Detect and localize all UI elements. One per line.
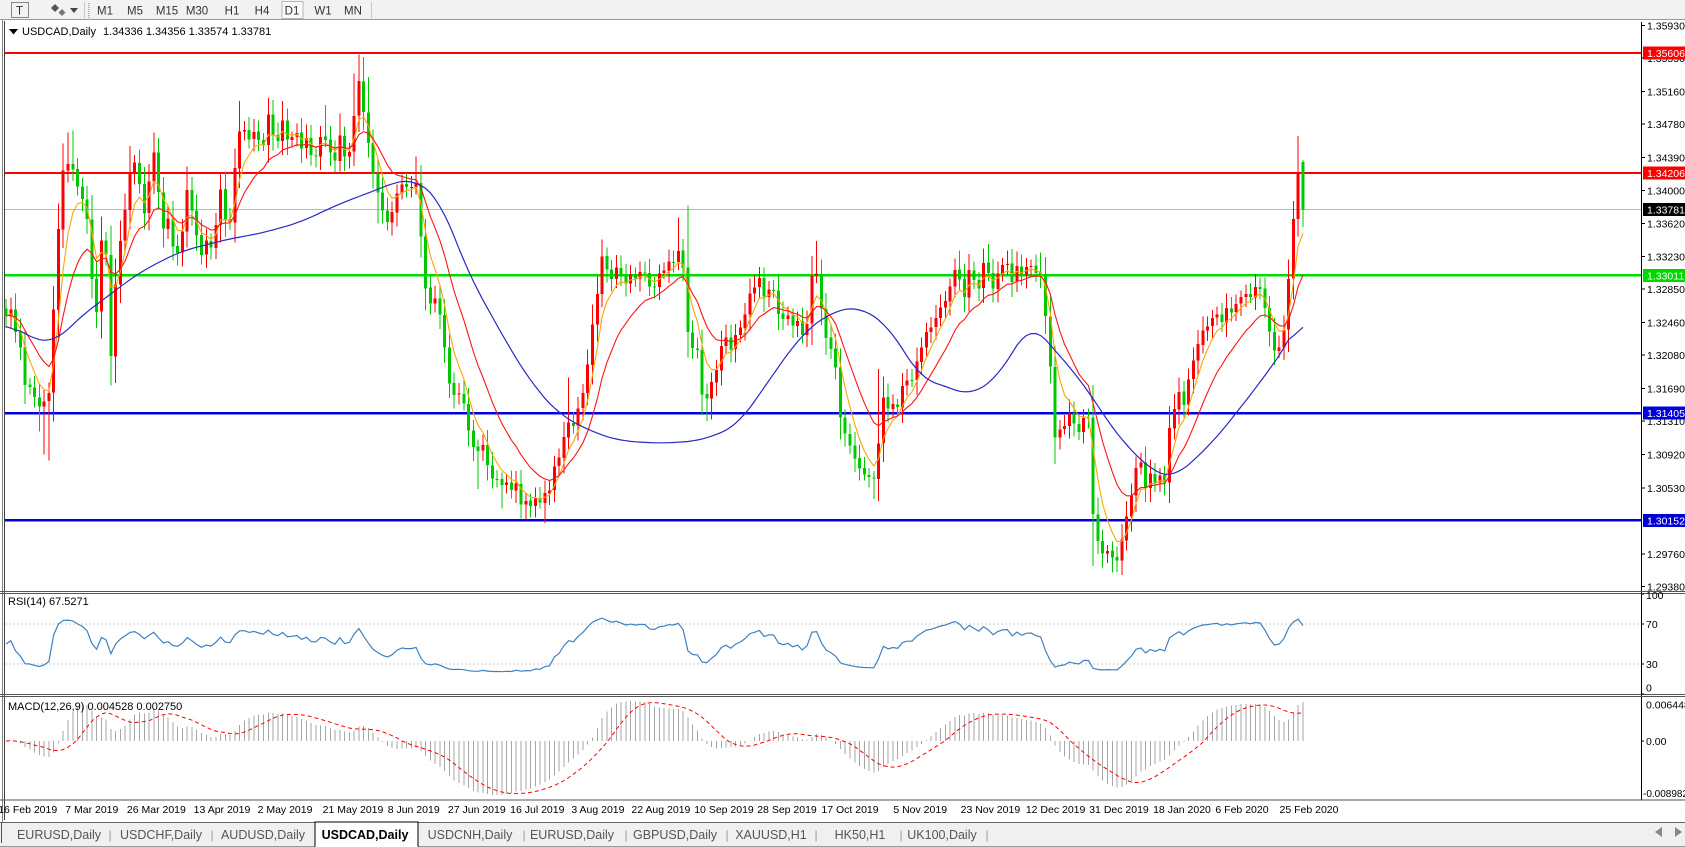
- svg-text:21 May 2019: 21 May 2019: [323, 804, 384, 816]
- svg-text:0.00: 0.00: [1646, 736, 1667, 748]
- svg-text:100: 100: [1646, 590, 1664, 602]
- svg-text:|: |: [210, 828, 213, 842]
- svg-text:6 Feb 2020: 6 Feb 2020: [1215, 804, 1268, 816]
- svg-text:USDCNH,Daily: USDCNH,Daily: [428, 828, 513, 842]
- svg-text:18 Jan 2020: 18 Jan 2020: [1153, 804, 1211, 816]
- svg-text:AUDUSD,Daily: AUDUSD,Daily: [221, 828, 306, 842]
- svg-text:|: |: [985, 828, 988, 842]
- svg-text:1.32460: 1.32460: [1647, 318, 1685, 330]
- svg-text:30: 30: [1646, 659, 1658, 671]
- svg-text:|: |: [725, 828, 728, 842]
- svg-text:5 Nov 2019: 5 Nov 2019: [893, 804, 947, 816]
- svg-text:70: 70: [1646, 619, 1658, 631]
- svg-text:M1: M1: [97, 6, 113, 18]
- svg-text:1.34000: 1.34000: [1647, 186, 1685, 198]
- svg-text:17 Oct 2019: 17 Oct 2019: [821, 804, 878, 816]
- svg-text:1.29380: 1.29380: [1647, 581, 1685, 593]
- svg-text:1.33230: 1.33230: [1647, 252, 1685, 264]
- svg-text:|: |: [108, 828, 111, 842]
- svg-text:1.30152: 1.30152: [1647, 515, 1685, 527]
- svg-text:EURUSD,Daily: EURUSD,Daily: [530, 828, 615, 842]
- svg-text:|: |: [899, 828, 902, 842]
- svg-text:1.31690: 1.31690: [1647, 384, 1685, 396]
- svg-text:1.32850: 1.32850: [1647, 284, 1685, 296]
- svg-text:0: 0: [1646, 683, 1652, 695]
- svg-text:1.33620: 1.33620: [1647, 218, 1685, 230]
- svg-text:1.34336 1.34356 1.33574 1.3378: 1.34336 1.34356 1.33574 1.33781: [103, 26, 271, 38]
- svg-text:M15: M15: [156, 6, 178, 18]
- svg-text:1.35606: 1.35606: [1647, 48, 1685, 60]
- svg-text:1.31405: 1.31405: [1647, 408, 1685, 420]
- svg-text:GBPUSD,Daily: GBPUSD,Daily: [633, 828, 718, 842]
- svg-text:T: T: [16, 6, 23, 18]
- svg-text:13 Apr 2019: 13 Apr 2019: [194, 804, 251, 816]
- svg-text:MN: MN: [344, 6, 362, 18]
- svg-text:1.34780: 1.34780: [1647, 119, 1685, 131]
- svg-text:D1: D1: [285, 6, 300, 18]
- svg-text:10 Sep 2019: 10 Sep 2019: [694, 804, 754, 816]
- svg-text:HK50,H1: HK50,H1: [835, 828, 886, 842]
- svg-text:1.30920: 1.30920: [1647, 450, 1685, 462]
- svg-text:7 Mar 2019: 7 Mar 2019: [65, 804, 118, 816]
- svg-text:M5: M5: [127, 6, 143, 18]
- svg-text:1.30530: 1.30530: [1647, 483, 1685, 495]
- svg-text:31 Dec 2019: 31 Dec 2019: [1089, 804, 1149, 816]
- svg-text:1.35160: 1.35160: [1647, 86, 1685, 98]
- svg-text:22 Aug 2019: 22 Aug 2019: [631, 804, 690, 816]
- svg-text:27 Jun 2019: 27 Jun 2019: [448, 804, 506, 816]
- svg-text:-0.008982: -0.008982: [1643, 789, 1685, 800]
- svg-text:RSI(14) 67.5271: RSI(14) 67.5271: [8, 596, 89, 608]
- svg-text:1.34206: 1.34206: [1647, 168, 1685, 180]
- svg-text:XAUUSD,H1: XAUUSD,H1: [735, 828, 807, 842]
- svg-text:3 Aug 2019: 3 Aug 2019: [571, 804, 624, 816]
- svg-text:EURUSD,Daily: EURUSD,Daily: [17, 828, 102, 842]
- svg-text:1.33011: 1.33011: [1647, 270, 1684, 282]
- svg-text:1.35930: 1.35930: [1647, 20, 1685, 32]
- svg-text:0.006448: 0.006448: [1646, 700, 1685, 712]
- svg-text:USDCHF,Daily: USDCHF,Daily: [120, 828, 203, 842]
- svg-text:1.32080: 1.32080: [1647, 350, 1685, 362]
- svg-text:|: |: [522, 828, 525, 842]
- svg-text:28 Sep 2019: 28 Sep 2019: [757, 804, 817, 816]
- svg-text:8 Jun 2019: 8 Jun 2019: [388, 804, 440, 816]
- svg-text:MACD(12,26,9) 0.004528 0.00275: MACD(12,26,9) 0.004528 0.002750: [8, 701, 182, 713]
- svg-text:16 Feb 2019: 16 Feb 2019: [0, 804, 57, 816]
- svg-text:USDCAD,Daily: USDCAD,Daily: [22, 26, 96, 38]
- svg-text:H4: H4: [255, 6, 270, 18]
- svg-text:26 Mar 2019: 26 Mar 2019: [127, 804, 186, 816]
- svg-text:W1: W1: [314, 6, 331, 18]
- svg-text:UK100,Daily: UK100,Daily: [907, 828, 977, 842]
- svg-text:1.29760: 1.29760: [1647, 549, 1685, 561]
- svg-text:1.33781: 1.33781: [1647, 205, 1685, 217]
- svg-text:2 May 2019: 2 May 2019: [258, 804, 313, 816]
- svg-text:H1: H1: [225, 6, 240, 18]
- svg-text:1.34390: 1.34390: [1647, 152, 1685, 164]
- svg-text:12 Dec 2019: 12 Dec 2019: [1026, 804, 1086, 816]
- svg-text:25 Feb 2020: 25 Feb 2020: [1280, 804, 1339, 816]
- svg-text:|: |: [624, 828, 627, 842]
- svg-text:|: |: [814, 828, 817, 842]
- svg-text:23 Nov 2019: 23 Nov 2019: [961, 804, 1021, 816]
- svg-text:16 Jul 2019: 16 Jul 2019: [510, 804, 564, 816]
- svg-text:M30: M30: [186, 6, 208, 18]
- svg-text:USDCAD,Daily: USDCAD,Daily: [322, 828, 409, 842]
